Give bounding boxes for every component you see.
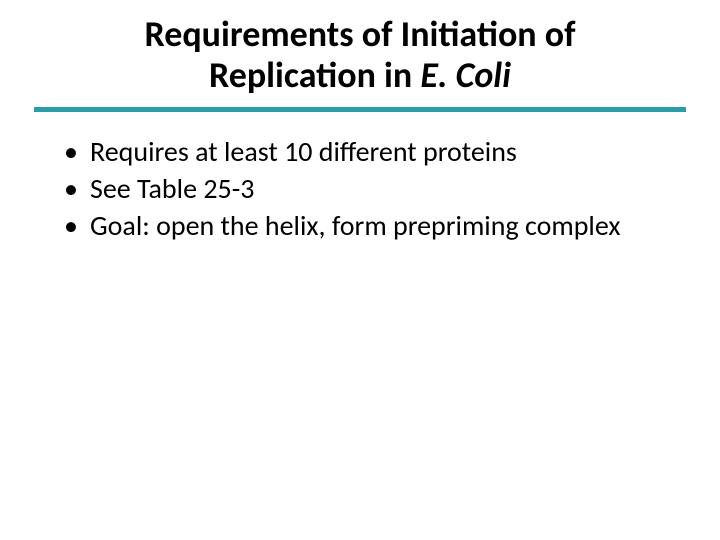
title-block: Requirements of Initiation of Replicatio… xyxy=(0,0,720,97)
bullet-list: Requires at least 10 different proteins … xyxy=(60,134,660,243)
slide-title: Requirements of Initiation of Replicatio… xyxy=(40,14,680,97)
title-line-1: Requirements of Initiation of xyxy=(144,12,575,56)
list-item: Goal: open the helix, form prepriming co… xyxy=(60,208,660,243)
list-item: Requires at least 10 different proteins xyxy=(60,134,660,169)
bullet-text: See Table 25-3 xyxy=(90,171,254,206)
body-block: Requires at least 10 different proteins … xyxy=(0,112,720,243)
bullet-text: Goal: open the helix, form prepriming co… xyxy=(90,208,620,243)
bullet-text: Requires at least 10 different proteins xyxy=(90,134,517,169)
list-item: See Table 25-3 xyxy=(60,171,660,206)
title-line-2-italic: E. Coli xyxy=(420,53,511,97)
title-line-2-plain: Replication in xyxy=(209,53,420,97)
slide: Requirements of Initiation of Replicatio… xyxy=(0,0,720,540)
